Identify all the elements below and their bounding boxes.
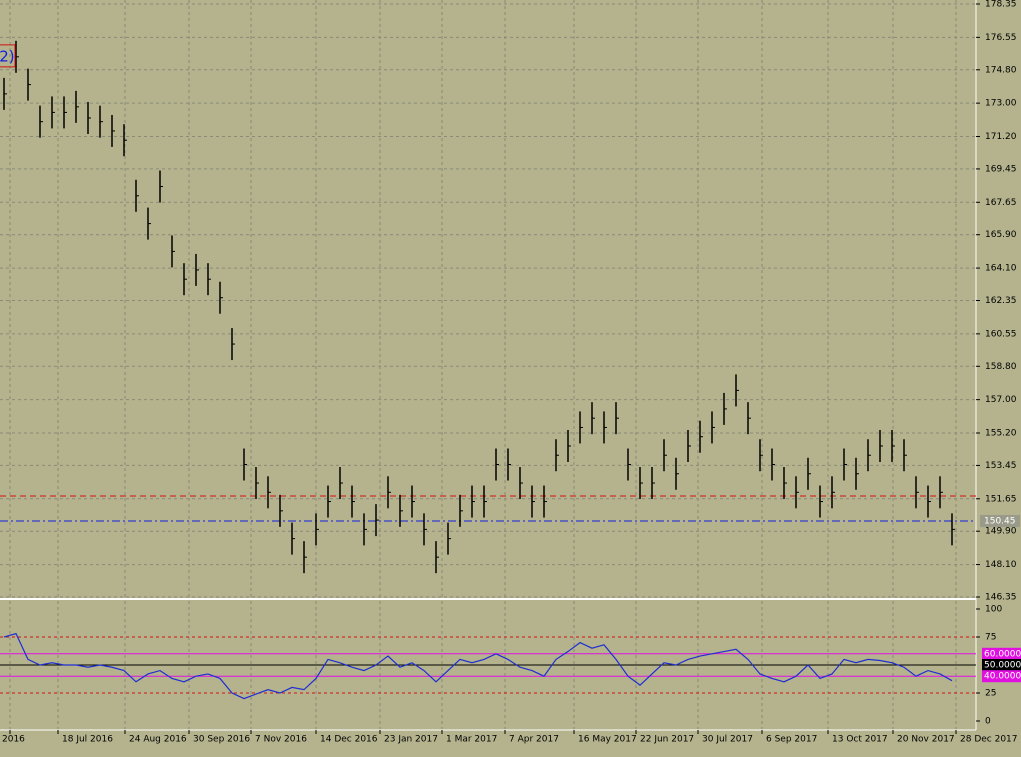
time-label: 30 Jul 2017 <box>702 735 753 745</box>
time-label: 14 Dec 2016 <box>320 735 378 745</box>
time-label: 24 Aug 2016 <box>129 735 187 745</box>
rsi-level-tag: 40.0000 <box>984 672 1021 682</box>
y-tick-label: 155.20 <box>985 428 1017 438</box>
y-tick-label: 148.10 <box>985 560 1017 570</box>
rsi-tick-label: 100 <box>985 605 1002 615</box>
time-label: 28 Dec 2017 <box>960 735 1018 745</box>
annotation: (2) <box>0 47 15 65</box>
annotation-box <box>0 44 16 68</box>
y-tick-label: 162.35 <box>985 296 1017 306</box>
time-label: 20 Nov 2017 <box>897 735 955 745</box>
y-tick-label: 173.00 <box>985 99 1017 109</box>
time-label: 13 Oct 2017 <box>832 735 888 745</box>
rsi-level-tag: 60.0000 <box>984 649 1021 659</box>
rsi-tick-label: 25 <box>985 689 996 699</box>
time-label: 2016 <box>2 735 25 745</box>
time-label: 22 Jun 2017 <box>640 735 694 745</box>
y-tick-label: 146.35 <box>985 593 1017 603</box>
y-tick-label: 165.90 <box>985 230 1017 240</box>
rsi-level-tag-bg <box>982 670 1021 683</box>
rsi-level-tag-bg <box>982 647 1021 660</box>
y-tick-label: 158.80 <box>985 362 1017 372</box>
y-tick-label: 178.35 <box>985 0 1017 10</box>
rsi-level-tag: 50.0000 <box>984 661 1021 671</box>
time-label: 1 Mar 2017 <box>446 735 497 745</box>
rsi-tick-label: 0 <box>985 717 991 727</box>
y-tick-label: 149.90 <box>985 527 1017 537</box>
y-tick-label: 160.55 <box>985 329 1017 339</box>
y-tick-label: 169.45 <box>985 164 1017 174</box>
y-tick-label: 151.65 <box>985 494 1017 504</box>
rsi-tick-label: 75 <box>985 633 996 643</box>
time-label: 30 Sep 2016 <box>193 735 250 745</box>
y-tick-label: 171.20 <box>985 132 1017 142</box>
time-label: 23 Jan 2017 <box>384 735 438 745</box>
y-tick-label: 167.65 <box>985 198 1017 208</box>
y-tick-label: 153.45 <box>985 461 1017 471</box>
y-tick-label: 176.55 <box>985 33 1017 43</box>
y-tick-label: 174.80 <box>985 65 1017 75</box>
price-tag-bg <box>980 515 1020 528</box>
time-label: 6 Sep 2017 <box>766 735 817 745</box>
y-tick-label: 157.00 <box>985 395 1017 405</box>
time-label: 18 Jul 2016 <box>62 735 113 745</box>
time-label: 16 May 2017 <box>578 735 637 745</box>
y-tick-label: 164.10 <box>985 264 1017 274</box>
time-label: 7 Apr 2017 <box>509 735 559 745</box>
rsi-line <box>3 632 953 700</box>
price-tag: 150.45 <box>984 517 1016 527</box>
rsi-level-tag-bg <box>982 659 1021 671</box>
time-label: 7 Nov 2016 <box>255 735 307 745</box>
